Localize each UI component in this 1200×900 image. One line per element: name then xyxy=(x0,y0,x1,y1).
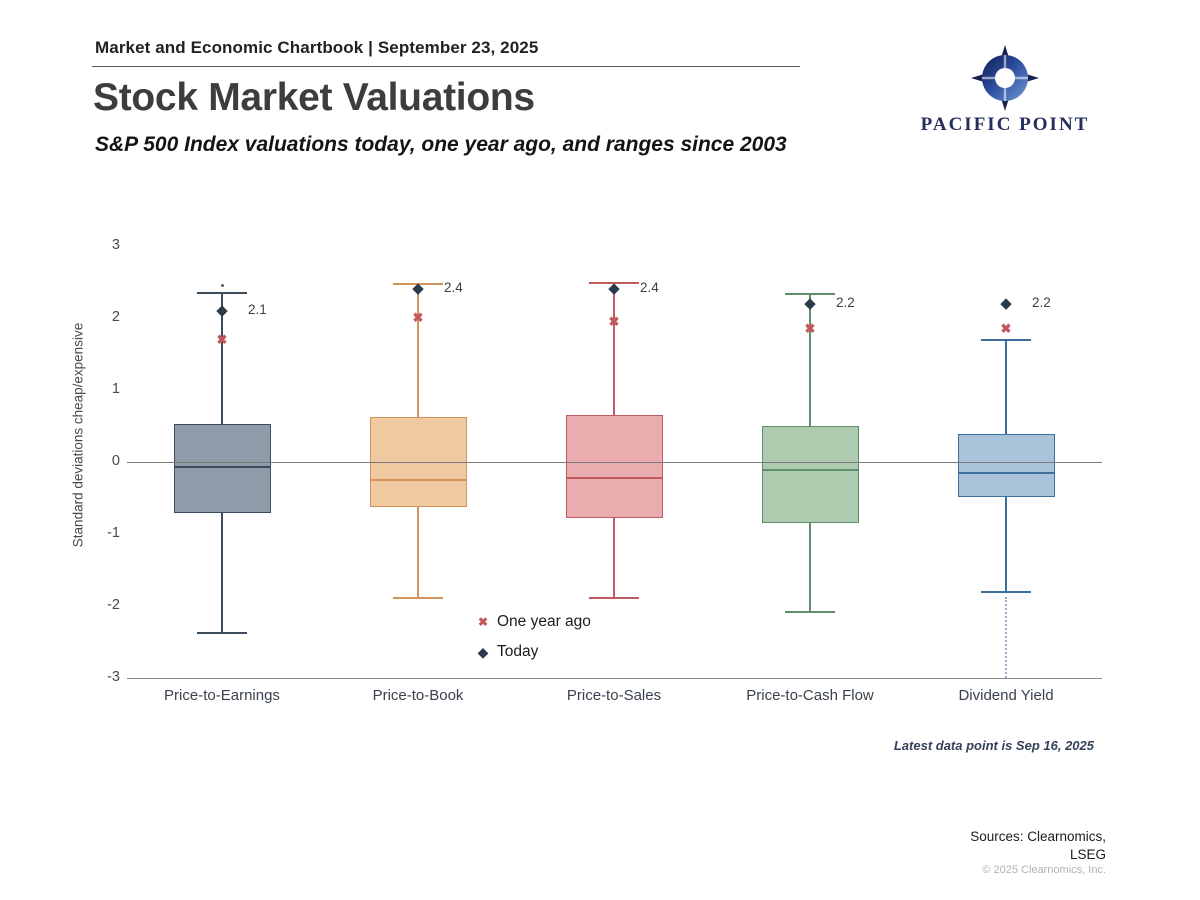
y-tick-label: 2 xyxy=(111,309,120,325)
x-marker-icon: ✖ xyxy=(477,615,489,629)
legend-item-one-year-ago: ✖ One year ago xyxy=(471,607,591,637)
today-value-label: 2.2 xyxy=(836,294,855,310)
outlier-dot xyxy=(220,284,224,288)
compass-icon xyxy=(971,45,1039,111)
whisker-cap-top xyxy=(981,338,1031,341)
y-tick-label: -1 xyxy=(107,525,120,541)
whisker-cap-bottom xyxy=(589,597,639,600)
diamond-marker-icon: ◆ xyxy=(477,644,489,660)
whisker-bottom xyxy=(1005,497,1007,593)
pacific-point-logo: PACIFIC POINT xyxy=(905,44,1105,136)
zero-line xyxy=(127,461,1102,463)
header-divider xyxy=(92,66,800,67)
y-tick-label: -2 xyxy=(107,597,120,613)
today-marker: ◆ xyxy=(608,280,620,298)
outlier-dotted-trail xyxy=(1005,597,1007,678)
one-year-ago-marker: ✖ xyxy=(216,331,228,347)
median-line xyxy=(761,468,859,471)
today-value-label: 2.1 xyxy=(248,301,267,317)
whisker-cap-top xyxy=(589,281,639,284)
sources-line2: LSEG xyxy=(1069,847,1106,862)
category-label: Price-to-Cash Flow xyxy=(746,687,874,704)
legend-label: Today xyxy=(497,643,539,660)
today-marker: ◆ xyxy=(1000,294,1012,312)
category-label: Price-to-Earnings xyxy=(164,687,280,704)
one-year-ago-marker: ✖ xyxy=(804,320,816,336)
category-label: Price-to-Book xyxy=(372,687,464,704)
whisker-top xyxy=(809,294,811,426)
whisker-top xyxy=(417,284,419,417)
median-line xyxy=(565,476,663,479)
whisker-top xyxy=(221,292,223,424)
today-value-label: 2.4 xyxy=(640,280,659,296)
y-axis-title: Standard deviations cheap/expensive xyxy=(70,322,86,548)
sources-note: Sources: Clearnomics, LSEG xyxy=(970,828,1106,864)
whisker-bottom xyxy=(613,518,615,599)
one-year-ago-marker: ✖ xyxy=(608,313,620,329)
median-line xyxy=(957,471,1055,474)
y-tick-label: -3 xyxy=(107,669,120,685)
y-tick-label: 0 xyxy=(111,453,120,469)
whisker-top xyxy=(613,282,615,416)
box xyxy=(173,423,271,514)
whisker-top xyxy=(1005,339,1007,434)
today-marker: ◆ xyxy=(804,294,816,312)
legend: ✖ One year ago ◆ Today xyxy=(471,607,591,667)
one-year-ago-marker: ✖ xyxy=(1000,320,1012,336)
whisker-cap-bottom xyxy=(197,632,247,635)
today-value-label: 2.4 xyxy=(444,280,463,296)
report-eyebrow: Market and Economic Chartbook | Septembe… xyxy=(95,38,539,57)
whisker-bottom xyxy=(221,513,223,634)
page-title: Stock Market Valuations xyxy=(93,76,535,119)
whisker-bottom xyxy=(417,507,419,599)
sources-line1: Sources: Clearnomics, xyxy=(970,829,1106,844)
y-tick-label: 3 xyxy=(111,237,120,253)
category-label: Price-to-Sales xyxy=(566,687,662,704)
legend-item-today: ◆ Today xyxy=(471,637,591,667)
today-marker: ◆ xyxy=(216,301,228,319)
box xyxy=(761,426,859,524)
y-tick-label: 1 xyxy=(111,381,120,397)
median-line xyxy=(173,466,271,469)
box xyxy=(957,433,1055,498)
whisker-cap-top xyxy=(785,293,835,296)
whisker-cap-bottom xyxy=(393,597,443,600)
whisker-cap-top xyxy=(197,291,247,294)
one-year-ago-marker: ✖ xyxy=(412,309,424,325)
latest-data-note: Latest data point is Sep 16, 2025 xyxy=(893,738,1094,753)
copyright-note: © 2025 Clearnomics, Inc. xyxy=(982,864,1106,876)
chart-subtitle: S&P 500 Index valuations today, one year… xyxy=(95,133,787,156)
legend-label: One year ago xyxy=(497,613,591,630)
today-value-label: 2.2 xyxy=(1032,294,1051,310)
today-marker: ◆ xyxy=(412,280,424,298)
whisker-bottom xyxy=(809,523,811,612)
x-axis-baseline xyxy=(127,677,1102,679)
box xyxy=(565,415,663,519)
category-label: Dividend Yield xyxy=(958,687,1054,704)
whisker-cap-top xyxy=(393,283,443,286)
logo-wordmark: PACIFIC POINT xyxy=(920,114,1090,135)
median-line xyxy=(369,479,467,481)
whisker-cap-bottom xyxy=(785,610,835,613)
whisker-cap-bottom xyxy=(981,591,1031,594)
